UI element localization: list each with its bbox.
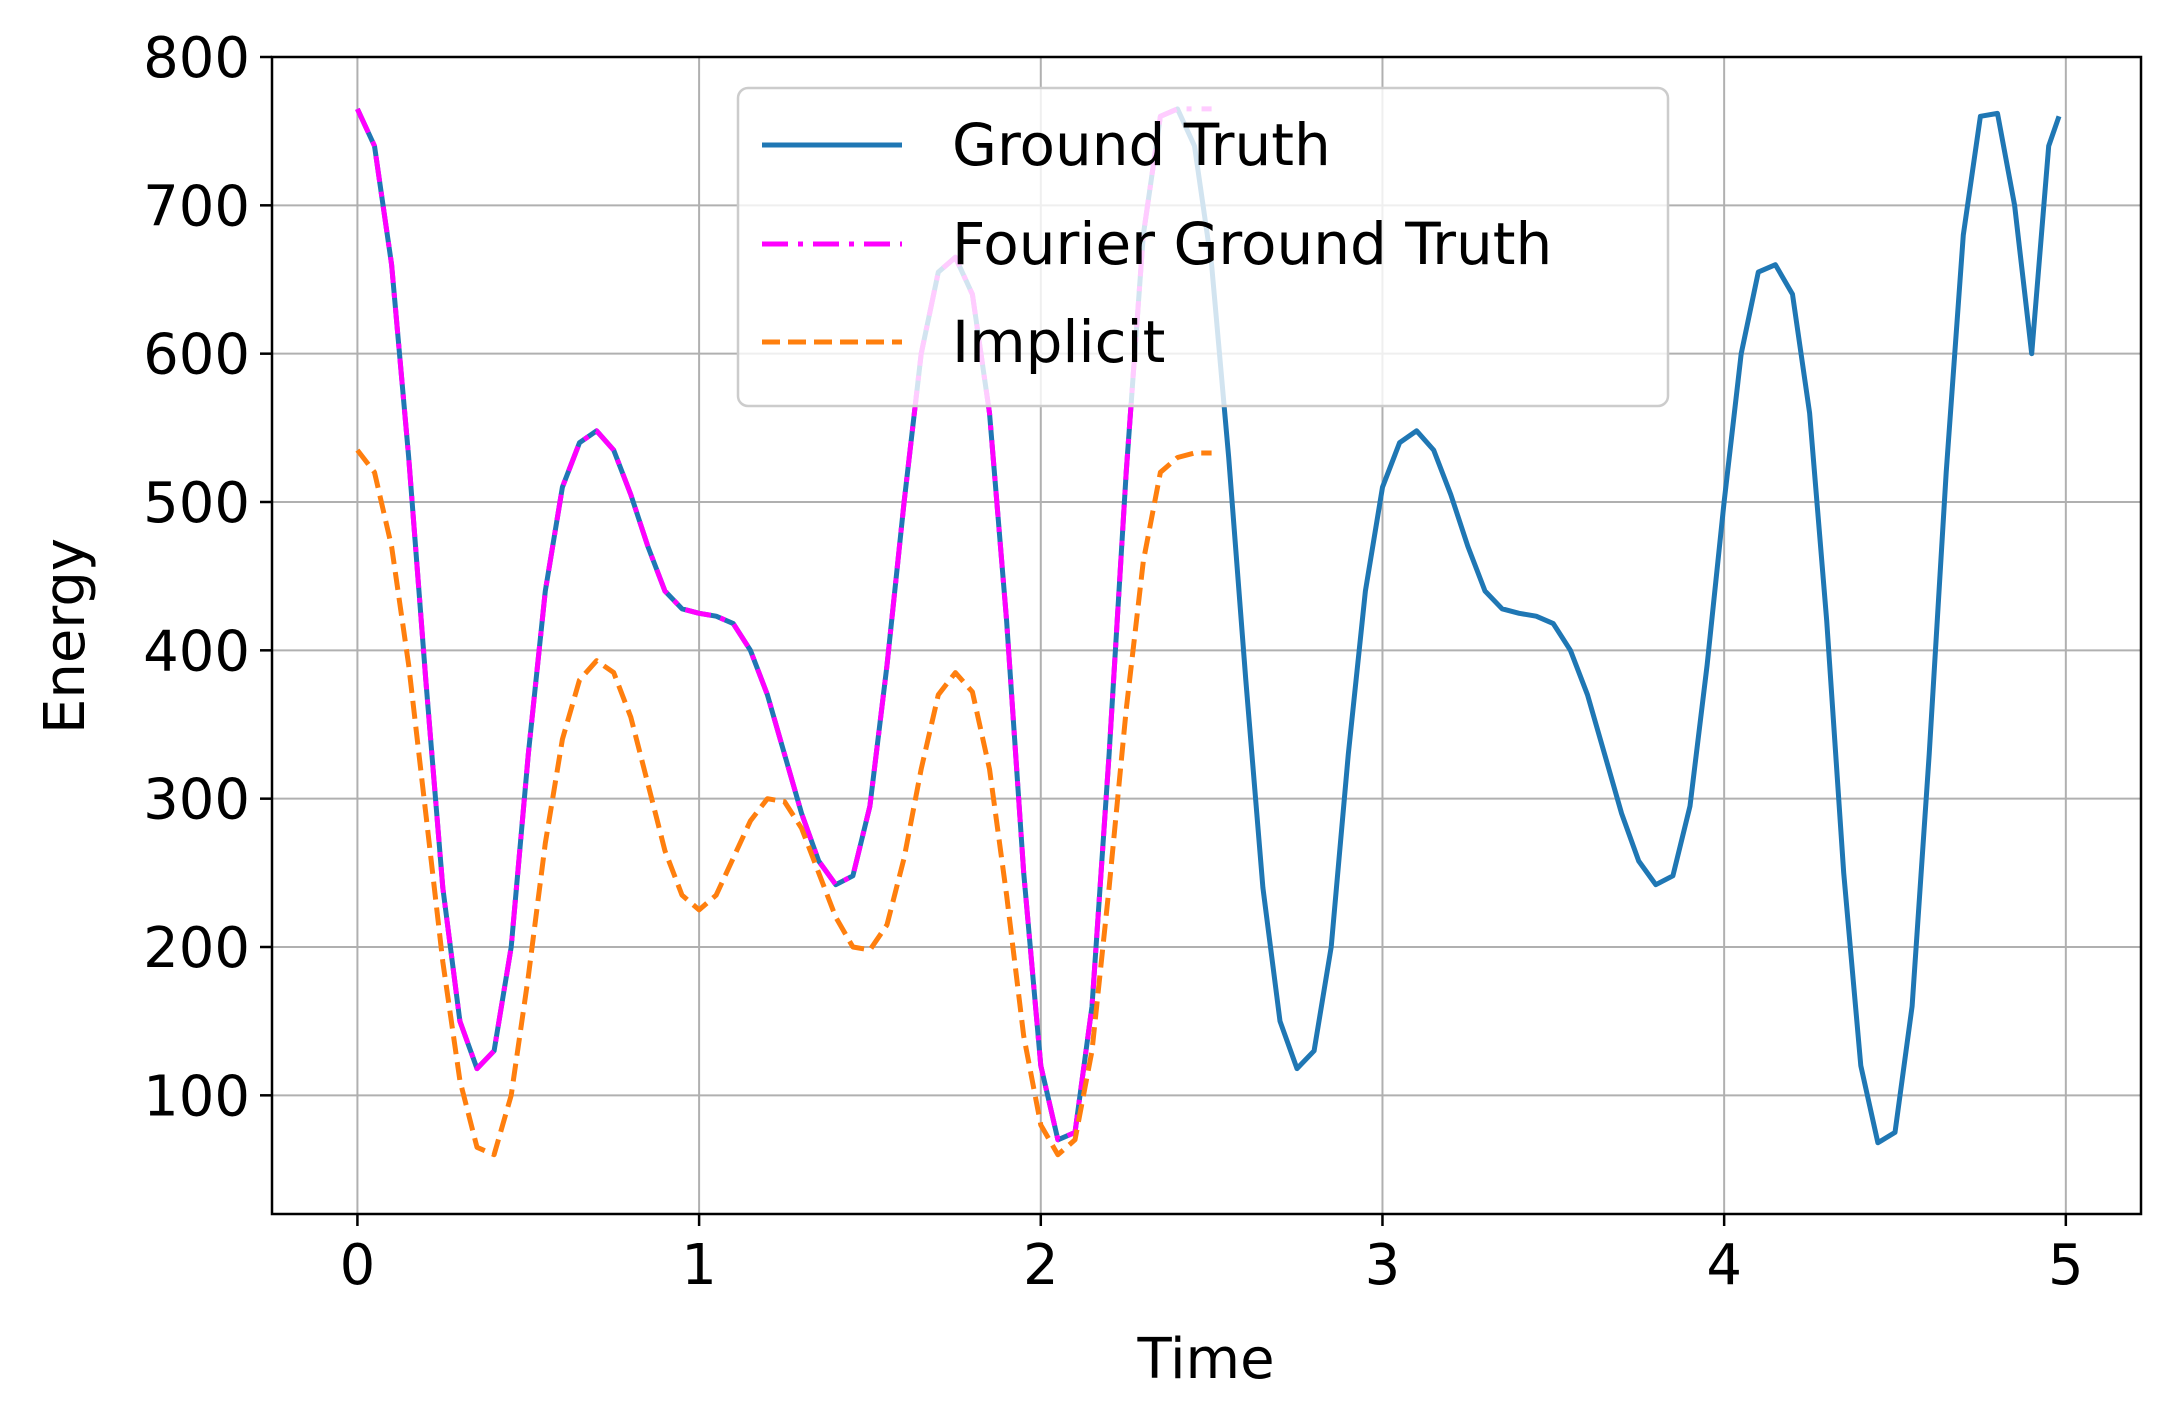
y-axis-title: Energy: [33, 538, 98, 734]
legend: Ground Truth Fourier Ground Truth Implic…: [736, 86, 1670, 408]
x-axis-title: Time: [1136, 1327, 1274, 1392]
series-line-fourier-ground-truth: [355, 106, 1212, 1143]
legend-label-ground-truth: Ground Truth: [952, 111, 1331, 179]
legend-box: [736, 86, 1670, 408]
y-tick-label: 300: [143, 768, 250, 833]
x-tick-label: 5: [2048, 1233, 2084, 1298]
y-tick-label: 500: [143, 471, 250, 536]
x-tick-label: 2: [1023, 1233, 1059, 1298]
x-tick-label: 0: [340, 1233, 376, 1298]
series-line-implicit: [355, 448, 1212, 1158]
tick-layer: 0 1 2 3 4 5 100 200 300 400 500 600 700 800: [143, 26, 2084, 1298]
y-tick-label: 800: [143, 26, 250, 91]
y-tick-label: 100: [143, 1064, 250, 1129]
plot-frame: [270, 55, 2143, 1216]
y-tick-label: 600: [143, 323, 250, 388]
y-tick-label: 200: [143, 916, 250, 981]
x-tick-label: 4: [1706, 1233, 1742, 1298]
legend-label-fourier-ground-truth: Fourier Ground Truth: [952, 210, 1552, 278]
x-tick-label: 1: [681, 1233, 717, 1298]
x-tick-label: 3: [1365, 1233, 1401, 1298]
legend-label-implicit: Implicit: [952, 308, 1165, 376]
y-tick-label: 400: [143, 619, 250, 684]
y-tick-label: 700: [143, 174, 250, 239]
